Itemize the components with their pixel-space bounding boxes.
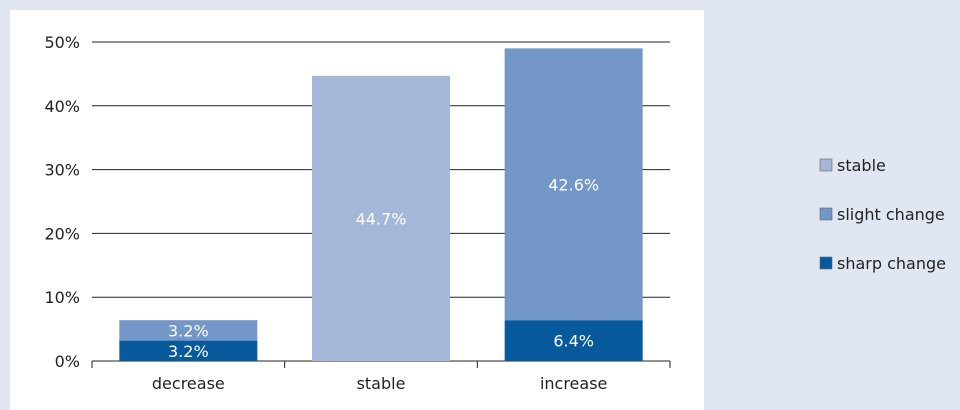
y-tick-label: 10% — [44, 288, 80, 307]
data-label: 3.2% — [168, 342, 209, 361]
y-tick-label: 30% — [44, 161, 80, 180]
y-tick-label: 20% — [44, 224, 80, 243]
y-tick-label: 0% — [55, 352, 80, 371]
bar-segment — [504, 320, 643, 361]
legend-swatch — [819, 256, 833, 270]
x-tick-label: decrease — [152, 374, 225, 393]
data-label: 3.2% — [168, 321, 209, 340]
data-label: 42.6% — [548, 175, 599, 194]
legend-swatch — [819, 158, 833, 172]
legend: stable slight change sharp change — [819, 156, 946, 273]
bar-segment — [119, 340, 258, 361]
x-tick-label: increase — [540, 374, 607, 393]
bars-layer — [119, 48, 643, 362]
labels-layer: 3.2% 3.2% 44.7% 6.4% 42.6% — [168, 175, 599, 361]
axis-layer: 0% 10% 20% 30% 40% 50% decrease stable increase — [44, 33, 671, 393]
bar-segment — [504, 48, 643, 321]
data-label: 44.7% — [356, 209, 407, 228]
data-label: 6.4% — [553, 332, 594, 351]
x-tick-label: stable — [357, 374, 406, 393]
legend-label: slight change — [837, 205, 945, 224]
y-tick-label: 40% — [44, 97, 80, 116]
legend-swatch — [819, 207, 833, 221]
bar-segment — [119, 320, 258, 341]
y-tick-label: 50% — [44, 33, 80, 52]
legend-label: sharp change — [837, 254, 946, 273]
bar-segment — [312, 75, 450, 362]
legend-label: stable — [837, 156, 886, 175]
